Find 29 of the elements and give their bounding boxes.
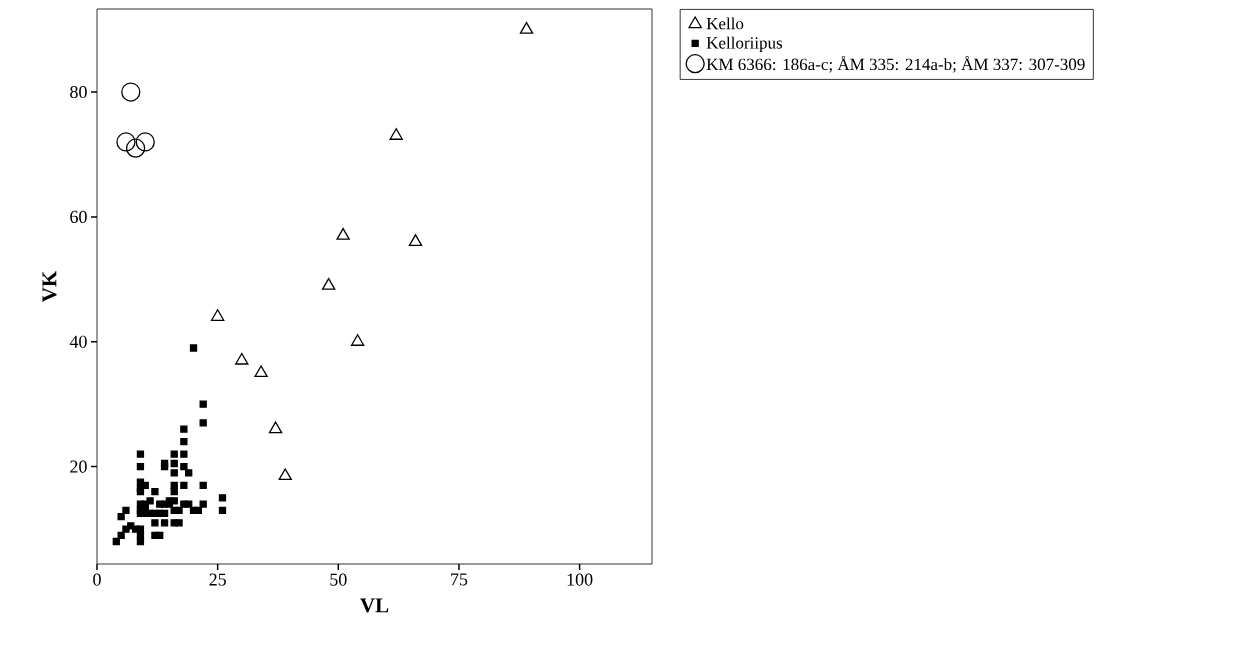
point — [519, 21, 534, 34]
legend-label: KM 6366: 186a-c; ÅM 335: 214a-b; ÅM 337: 307-309 — [706, 55, 1085, 73]
x-axis-title: VL — [360, 598, 389, 613]
point — [350, 334, 365, 346]
point — [321, 277, 336, 290]
point — [389, 128, 403, 140]
legend-label: Kelloriipus — [706, 36, 783, 53]
point — [210, 309, 225, 321]
legend-label: Kello — [706, 17, 744, 30]
point — [268, 421, 283, 434]
point — [135, 132, 155, 152]
point — [278, 468, 292, 481]
point — [336, 227, 350, 240]
x-tick-label: 25 — [209, 573, 226, 586]
point — [121, 82, 141, 102]
point — [254, 365, 268, 378]
point — [116, 132, 136, 152]
x-tick-label: 50 — [330, 573, 347, 586]
y-tick-label: 60 — [70, 210, 87, 223]
x-tick-label: 100 — [567, 573, 593, 586]
point — [408, 234, 423, 247]
point — [125, 138, 146, 158]
y-axis-title: VK — [42, 270, 57, 303]
y-tick-label: 80 — [70, 85, 87, 99]
x-tick-label: 75 — [451, 573, 468, 586]
y-tick-label: 20 — [70, 460, 87, 473]
point — [235, 352, 249, 365]
y-tick-label: 40 — [69, 335, 87, 348]
x-tick-label: 0 — [93, 573, 101, 586]
